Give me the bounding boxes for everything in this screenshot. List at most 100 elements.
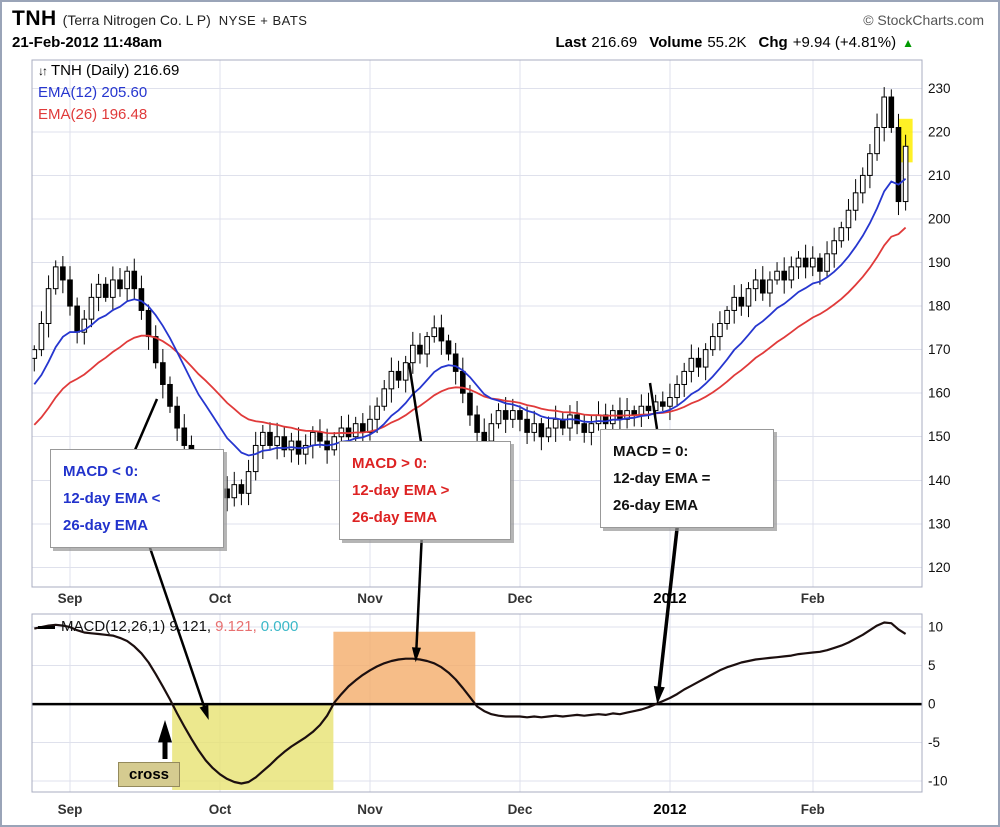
- candle: [252, 444, 259, 473]
- candle: [281, 436, 288, 451]
- candle: [31, 349, 38, 359]
- last-value: 216.69: [591, 34, 638, 51]
- svg-text:220: 220: [928, 124, 951, 139]
- candle: [317, 431, 323, 442]
- candle: [88, 296, 95, 320]
- candle: [902, 145, 909, 203]
- candle: [381, 388, 388, 407]
- candle: [531, 423, 538, 433]
- candle: [152, 336, 159, 364]
- annotation-line: 26-day EMA: [613, 497, 699, 514]
- candle: [452, 353, 459, 372]
- main-legend-row: ↓↑ TNH (Daily) 216.69: [38, 62, 179, 84]
- svg-text:5: 5: [928, 658, 936, 673]
- candle: [781, 270, 788, 281]
- candle: [52, 266, 59, 290]
- candle: [638, 405, 645, 416]
- macd-above-zero: [333, 631, 476, 705]
- candle: [274, 436, 280, 446]
- candle: [95, 283, 102, 298]
- candle: [238, 484, 245, 494]
- candle: [360, 423, 366, 433]
- svg-text:210: 210: [928, 168, 951, 183]
- arrowhead-icon: [199, 704, 209, 720]
- annotation-arrow: [414, 531, 424, 658]
- candle: [824, 253, 830, 272]
- candle: [474, 414, 480, 433]
- candle: [674, 383, 680, 399]
- candle: [267, 431, 273, 446]
- candle: [488, 423, 495, 442]
- annotation-line: MACD = 0:: [613, 443, 689, 460]
- candle: [767, 279, 773, 294]
- candle: [745, 288, 752, 307]
- svg-text:-10: -10: [928, 774, 948, 789]
- candle: [481, 431, 488, 442]
- candle: [260, 431, 266, 446]
- macd-below-zero: [172, 704, 334, 790]
- last-label: Last: [555, 34, 587, 51]
- svg-text:150: 150: [928, 429, 951, 444]
- candle: [681, 370, 688, 385]
- quote-values: Last 216.69 Volume 55.2K Chg +9.94 (+4.81%) ▲: [544, 34, 914, 51]
- cross-annotation-label: cross: [118, 762, 180, 787]
- candle: [759, 279, 766, 294]
- macd-line-icon: [38, 625, 55, 629]
- candle: [460, 370, 466, 394]
- candle: [395, 370, 402, 381]
- candle: [145, 309, 152, 338]
- candle: [431, 327, 438, 338]
- macd-line: [34, 621, 907, 785]
- svg-text:0: 0: [928, 697, 936, 712]
- candle: [717, 323, 723, 338]
- arrowhead-icon: [158, 720, 172, 743]
- candle: [117, 279, 123, 290]
- chg-value: +9.94 (+4.81%): [792, 34, 897, 51]
- candle: [581, 423, 588, 433]
- candle: [817, 257, 823, 272]
- ema12-line: [33, 178, 907, 457]
- svg-text:Dec: Dec: [508, 591, 533, 606]
- candlestick-type-icon: ↓↑: [38, 64, 48, 78]
- candle: [38, 323, 45, 351]
- candle: [502, 410, 509, 420]
- candle: [131, 270, 138, 290]
- candle: [645, 405, 652, 412]
- volume-value: 55.2K: [707, 34, 747, 51]
- candle: [809, 257, 816, 268]
- candle: [224, 488, 230, 499]
- macd-signal-value: 9.121,: [215, 618, 257, 635]
- candle: [524, 418, 530, 433]
- annotation-arrow: [656, 519, 680, 699]
- candle: [667, 397, 673, 407]
- candle: [388, 370, 395, 390]
- up-arrow-icon: ▲: [902, 36, 914, 50]
- annotation-line: 12-day EMA =: [613, 470, 711, 487]
- annotation-arrow: [407, 362, 423, 443]
- candle: [110, 279, 116, 298]
- candle: [795, 257, 802, 268]
- candle: [352, 423, 359, 438]
- candle: [138, 288, 145, 311]
- candle: [517, 410, 523, 420]
- candle: [67, 279, 73, 307]
- annotation-macd-above-zero: MACD > 0: 12-day EMA > 26-day EMA: [339, 441, 511, 540]
- macd-panel-legend: MACD(12,26,1) 9.121, 9.121, 0.000: [38, 618, 298, 635]
- annotation-line: 12-day EMA <: [63, 490, 161, 507]
- svg-text:Oct: Oct: [209, 802, 232, 817]
- annotation-line: MACD < 0:: [63, 463, 139, 480]
- candle: [174, 405, 180, 429]
- candle: [724, 309, 730, 325]
- candle: [802, 257, 809, 268]
- candle: [852, 192, 859, 211]
- annotation-arrow: [146, 541, 209, 716]
- ticker-symbol: TNH: [12, 7, 57, 30]
- annotation-arrow: [648, 382, 659, 430]
- candle: [881, 96, 887, 129]
- candle: [45, 288, 52, 324]
- candle: [245, 471, 252, 494]
- svg-text:160: 160: [928, 386, 951, 401]
- candle: [838, 227, 845, 242]
- candle: [874, 127, 880, 155]
